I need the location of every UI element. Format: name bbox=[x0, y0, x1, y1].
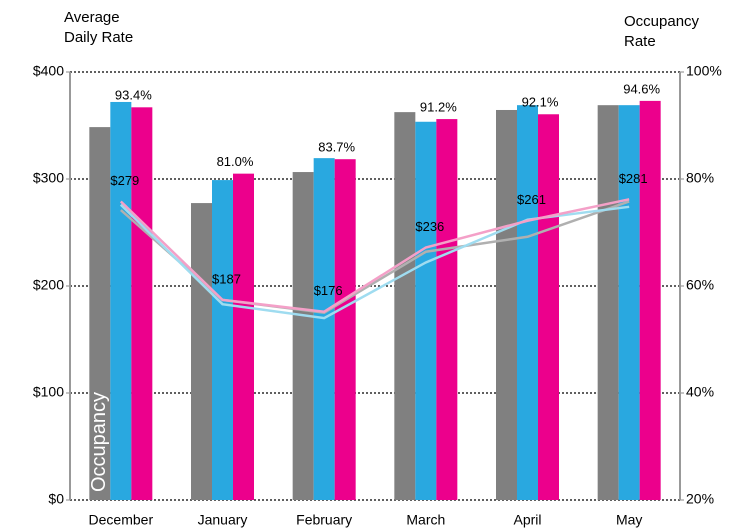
bar bbox=[334, 159, 356, 500]
bar bbox=[131, 107, 153, 500]
bar-value-label: 83.7% bbox=[318, 140, 355, 155]
x-tick-label: December bbox=[89, 512, 154, 528]
line bbox=[119, 198, 630, 313]
bar bbox=[233, 173, 254, 500]
bar bbox=[496, 109, 517, 501]
y-tick-label: $0 bbox=[48, 491, 64, 507]
bar bbox=[394, 112, 416, 500]
bar bbox=[639, 100, 661, 500]
bar bbox=[110, 101, 132, 501]
x-tick-label: February bbox=[296, 512, 352, 528]
bar-value-label: 91.2% bbox=[420, 100, 457, 115]
line-value-label: $187 bbox=[212, 271, 241, 286]
x-tick-label: January bbox=[198, 512, 248, 528]
x-tick-label: May bbox=[616, 512, 642, 528]
bar bbox=[212, 180, 233, 500]
x-tick-label: March bbox=[406, 512, 445, 528]
bar bbox=[191, 203, 212, 500]
bar bbox=[618, 105, 640, 501]
bar bbox=[517, 105, 538, 501]
y2-tick-label: 20% bbox=[686, 491, 714, 507]
x-tick-label: April bbox=[513, 512, 541, 528]
bar bbox=[313, 158, 335, 500]
bar bbox=[538, 114, 559, 500]
bar bbox=[292, 172, 314, 501]
y2-tick-label: 60% bbox=[686, 277, 714, 293]
annotation: Occupancy bbox=[88, 392, 110, 492]
line-value-label: $176 bbox=[314, 283, 343, 298]
bar bbox=[597, 105, 619, 501]
y2-tick-label: 40% bbox=[686, 384, 714, 400]
line-value-label: $279 bbox=[110, 173, 139, 188]
y-tick-label: $200 bbox=[33, 277, 64, 293]
bar bbox=[415, 121, 437, 500]
y-tick-label: $100 bbox=[33, 384, 64, 400]
line-value-label: $281 bbox=[619, 171, 648, 186]
y2-tick-label: 100% bbox=[686, 63, 722, 79]
bar-value-label: 94.6% bbox=[623, 81, 660, 96]
bar-value-label: 92.1% bbox=[522, 95, 559, 110]
bar-value-label: 81.0% bbox=[217, 154, 254, 169]
line-value-label: $261 bbox=[517, 192, 546, 207]
bar bbox=[436, 119, 458, 500]
y2-axis-title: Occupancy Rate bbox=[624, 13, 700, 50]
bar bbox=[89, 127, 111, 500]
y-axis-title: Average Daily Rate bbox=[64, 9, 134, 46]
y2-tick-label: 80% bbox=[686, 170, 714, 186]
y-tick-label: $400 bbox=[33, 63, 64, 79]
line-value-label: $236 bbox=[415, 219, 444, 234]
bar-value-label: 93.4% bbox=[115, 88, 152, 103]
y-tick-label: $300 bbox=[33, 170, 64, 186]
